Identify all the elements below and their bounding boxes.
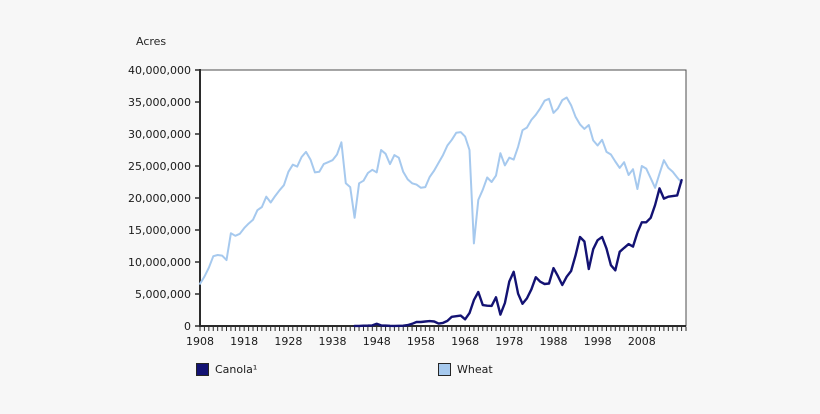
plot-area (199, 69, 687, 327)
x-axis-tick-labels: 1908 1918 1928 1938 1948 1958 1968 1978 1988 1998… (186, 335, 656, 348)
canola-legend-swatch (196, 363, 209, 376)
y-tick-label: 25,000,000 (128, 160, 191, 173)
x-axis-minor-ticks (199, 327, 687, 331)
y-tick-label: 5,000,000 (135, 288, 191, 301)
x-tick-label: 1978 (495, 335, 523, 348)
wheat-legend-label: Wheat (457, 363, 493, 376)
y-tick-label: 35,000,000 (128, 96, 191, 109)
x-tick-label: 1988 (539, 335, 567, 348)
legend-item-canola: Canola¹ (196, 363, 257, 376)
x-tick-label: 1998 (584, 335, 612, 348)
x-tick-label: 1918 (230, 335, 258, 348)
y-tick-label: 40,000,000 (128, 64, 191, 77)
y-tick-label: 30,000,000 (128, 128, 191, 141)
x-tick-label: 1908 (186, 335, 214, 348)
legend-item-wheat: Wheat (438, 363, 493, 376)
x-tick-label: 1968 (451, 335, 479, 348)
canola-line (353, 178, 683, 328)
y-axis-title: Acres (136, 35, 167, 48)
y-tick-label: 15,000,000 (128, 224, 191, 237)
y-tick-label: 20,000,000 (128, 192, 191, 205)
y-axis-ticks: 40,000,000 35,000,000 30,000,000 25,000,000… (128, 64, 200, 333)
wheat-legend-swatch (438, 363, 451, 376)
wheat-line (199, 96, 683, 285)
x-tick-label: 1928 (274, 335, 302, 348)
x-tick-label: 1938 (319, 335, 347, 348)
y-tick-label: 0 (184, 320, 191, 333)
x-tick-label: 1958 (407, 335, 435, 348)
x-tick-label: 1948 (363, 335, 391, 348)
canola-legend-label: Canola¹ (215, 363, 258, 376)
x-tick-label: 2008 (628, 335, 656, 348)
y-tick-label: 10,000,000 (128, 256, 191, 269)
